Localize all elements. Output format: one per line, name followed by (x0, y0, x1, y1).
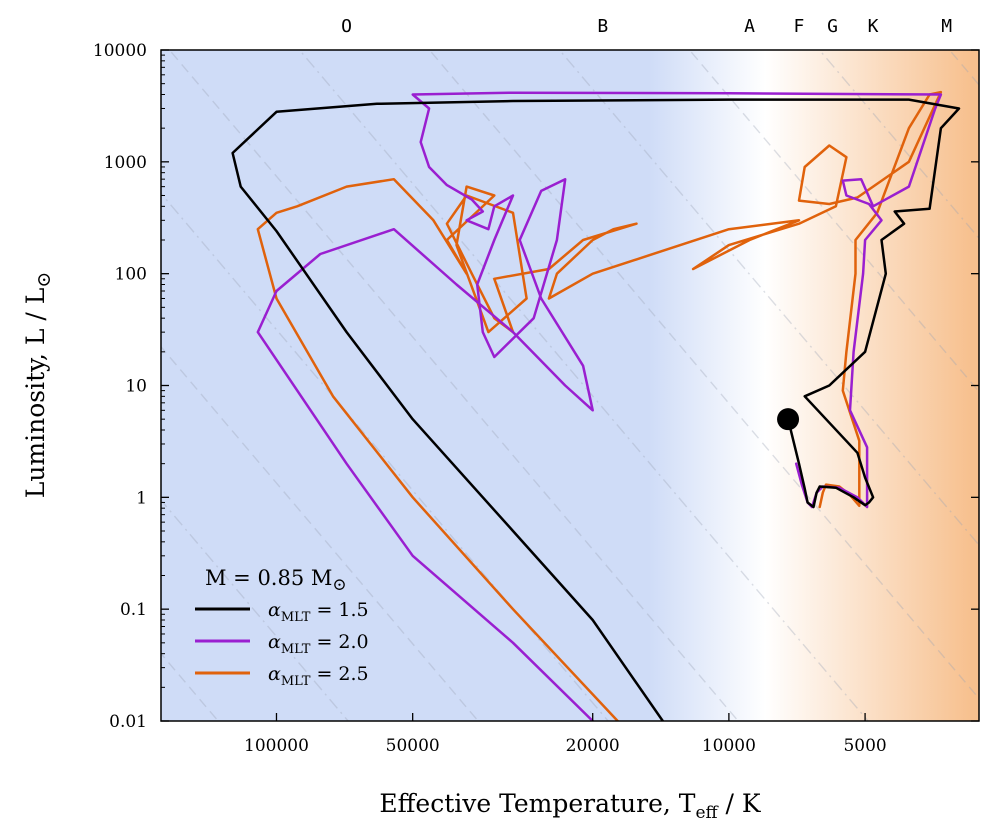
y-axis-title-main: Luminosity, L / L (21, 288, 50, 499)
legend-title-sun: ⊙ (332, 575, 346, 595)
track-layer (231, 90, 961, 721)
legend: M = 0.85 M⊙ αMLT = 1.5 αMLT = 2.0 αMLT = 2… (195, 566, 369, 689)
spectral-class-m: M (941, 16, 952, 37)
spectral-class-o: O (341, 16, 352, 37)
spectral-class-f: F (794, 16, 805, 37)
legend-entry-label: αMLT = 2.5 (268, 663, 369, 689)
spectral-class-k: K (868, 16, 879, 37)
axis-ticks: 10000 1000 100 10 1 0.1 0.01 100000 50000 20000 10… (93, 41, 979, 756)
y-axis-title: Luminosity, L / L⊙ (21, 272, 55, 499)
zams-marker (777, 408, 800, 431)
legend-entries: αMLT = 1.5 αMLT = 2.0 αMLT = 2.5 (195, 599, 369, 689)
radius-guide-line (688, 50, 979, 393)
y-tick-label: 1 (136, 488, 147, 508)
x-axis-title-sub: eff (695, 803, 719, 823)
y-tick-label: 10000 (93, 41, 147, 61)
radius-guide-line (168, 50, 740, 721)
track-mlt-1-5 (231, 98, 961, 721)
spectral-class-g: G (827, 16, 838, 37)
radius-guide-lines (161, 50, 979, 721)
track-mlt-2-0 (256, 91, 943, 721)
y-axis-title-sun: ⊙ (33, 272, 55, 288)
x-tick-label: 100000 (244, 736, 309, 756)
x-tick-label: 50000 (386, 736, 440, 756)
y-tick-label: 0.1 (120, 600, 147, 620)
y-tick-label: 1000 (104, 153, 147, 173)
y-tick-label: 100 (115, 265, 147, 285)
legend-entry-label: αMLT = 1.5 (268, 599, 369, 625)
y-tick-label: 10 (125, 377, 147, 397)
legend-entry-label: αMLT = 2.0 (268, 631, 369, 657)
track-mlt-2-5 (256, 90, 943, 721)
spectral-class-a: A (744, 16, 755, 37)
x-axis-title-unit: / K (718, 789, 762, 818)
x-axis-title-main: Effective Temperature, T (379, 789, 695, 818)
spectral-class-b: B (597, 16, 608, 37)
x-tick-label: 5000 (843, 736, 886, 756)
x-tick-label: 20000 (566, 736, 620, 756)
x-tick-label: 10000 (702, 736, 756, 756)
y-tick-label: 0.01 (109, 712, 147, 732)
x-axis-title: Effective Temperature, Teff / K (379, 789, 762, 823)
radius-guide-line (428, 50, 979, 700)
legend-title: M = 0.85 M⊙ (205, 566, 347, 595)
legend-title-main: M = 0.85 M (205, 566, 332, 590)
